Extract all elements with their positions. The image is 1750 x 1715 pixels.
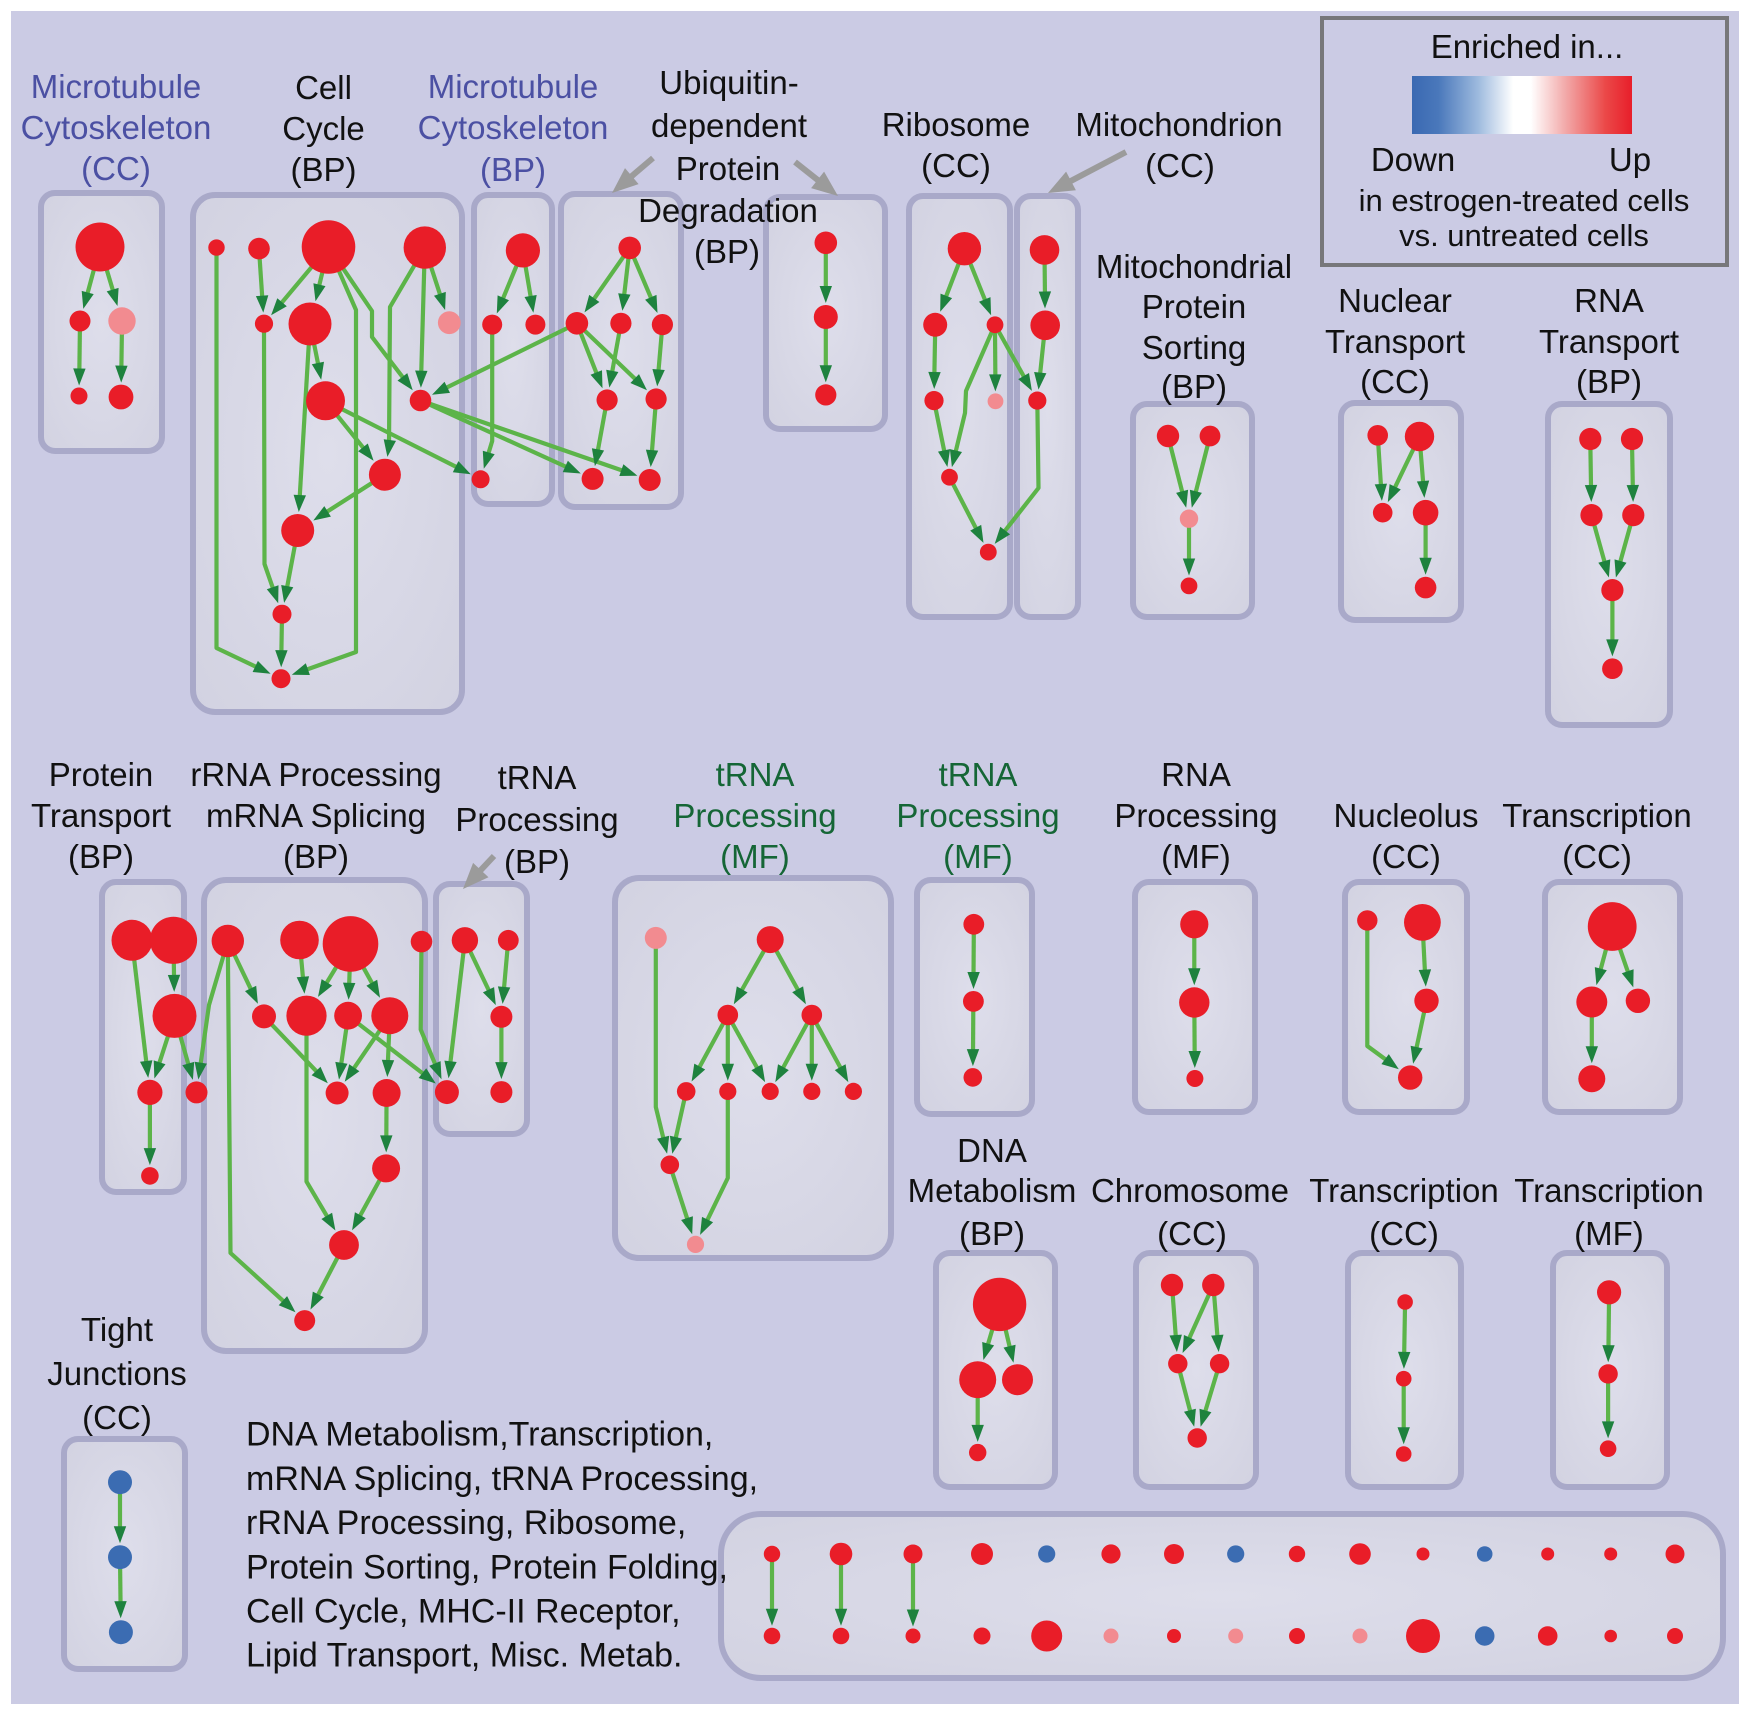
svg-text:(BP): (BP) [694,233,760,270]
svg-text:(CC): (CC) [1369,1215,1439,1252]
svg-text:tRNA: tRNA [498,759,577,796]
svg-text:Processing: Processing [455,801,618,838]
svg-text:(CC): (CC) [1360,363,1430,400]
svg-text:Mitochondrion: Mitochondrion [1075,106,1282,143]
svg-text:Tight: Tight [81,1311,153,1348]
svg-text:Transport: Transport [1325,323,1465,360]
svg-text:Enriched in...: Enriched in... [1431,28,1624,65]
svg-text:(CC): (CC) [81,150,151,187]
svg-text:Sorting: Sorting [1142,329,1247,366]
svg-text:(CC): (CC) [1562,838,1632,875]
svg-text:(CC): (CC) [1157,1215,1227,1252]
svg-text:(BP): (BP) [291,151,357,188]
svg-text:Processing: Processing [896,797,1059,834]
svg-text:DNA: DNA [957,1132,1027,1169]
svg-text:Processing: Processing [1114,797,1277,834]
svg-text:(BP): (BP) [504,843,570,880]
svg-text:Microtubule: Microtubule [31,68,202,105]
svg-text:Transcription: Transcription [1502,797,1692,834]
svg-text:Transport: Transport [31,797,171,834]
svg-text:Ubiquitin-: Ubiquitin- [659,64,798,101]
svg-text:Cell Cycle, MHC-II Receptor,: Cell Cycle, MHC-II Receptor, [246,1593,681,1631]
svg-text:Microtubule: Microtubule [428,68,599,105]
svg-text:Cytoskeleton: Cytoskeleton [21,109,212,146]
svg-text:Chromosome: Chromosome [1091,1172,1289,1209]
svg-text:(CC): (CC) [921,147,991,184]
svg-text:Transcription: Transcription [1309,1172,1499,1209]
svg-text:Down: Down [1371,141,1455,178]
svg-text:Up: Up [1609,141,1651,178]
svg-text:Protein: Protein [49,756,154,793]
svg-text:Processing: Processing [673,797,836,834]
svg-text:vs. untreated cells: vs. untreated cells [1399,218,1649,253]
svg-text:DNA Metabolism,Transcription,: DNA Metabolism,Transcription, [246,1416,713,1454]
svg-text:Protein Sorting, Protein Foldi: Protein Sorting, Protein Folding, [246,1548,728,1586]
svg-text:(CC): (CC) [1371,838,1441,875]
svg-text:(MF): (MF) [1574,1215,1644,1252]
svg-text:Cell: Cell [295,69,352,106]
svg-text:rRNA Processing: rRNA Processing [190,756,441,793]
svg-text:(BP): (BP) [68,838,134,875]
svg-text:Ribosome: Ribosome [882,106,1031,143]
svg-text:Cycle: Cycle [282,110,365,147]
svg-text:Nucleolus: Nucleolus [1334,797,1479,834]
svg-text:tRNA: tRNA [939,756,1018,793]
svg-text:Transcription: Transcription [1514,1172,1704,1209]
svg-text:(BP): (BP) [959,1215,1025,1252]
svg-text:(CC): (CC) [1145,147,1215,184]
svg-text:Nuclear: Nuclear [1338,282,1452,319]
svg-text:(BP): (BP) [283,838,349,875]
svg-text:Protein: Protein [1142,288,1247,325]
svg-text:Mitochondrial: Mitochondrial [1096,248,1292,285]
svg-text:Degradation: Degradation [638,192,818,229]
svg-text:in estrogen-treated cells: in estrogen-treated cells [1359,183,1690,218]
svg-text:mRNA Splicing, tRNA Processing: mRNA Splicing, tRNA Processing, [246,1460,758,1498]
svg-text:(CC): (CC) [82,1399,152,1436]
svg-text:Protein: Protein [676,150,781,187]
svg-text:(BP): (BP) [1161,368,1227,405]
svg-text:RNA: RNA [1161,756,1231,793]
svg-text:tRNA: tRNA [716,756,795,793]
svg-text:(MF): (MF) [720,838,790,875]
svg-text:rRNA Processing, Ribosome,: rRNA Processing, Ribosome, [246,1504,686,1542]
svg-text:dependent: dependent [651,107,807,144]
svg-text:Junctions: Junctions [47,1355,186,1392]
svg-text:RNA: RNA [1574,282,1644,319]
svg-text:Transport: Transport [1539,323,1679,360]
svg-text:Cytoskeleton: Cytoskeleton [418,109,609,146]
svg-text:(BP): (BP) [1576,363,1642,400]
svg-text:Metabolism: Metabolism [908,1172,1077,1209]
svg-text:(MF): (MF) [943,838,1013,875]
svg-text:(MF): (MF) [1161,838,1231,875]
svg-text:Lipid Transport, Misc. Metab.: Lipid Transport, Misc. Metab. [246,1637,683,1675]
svg-text:mRNA Splicing: mRNA Splicing [206,797,426,834]
svg-text:(BP): (BP) [480,151,546,188]
